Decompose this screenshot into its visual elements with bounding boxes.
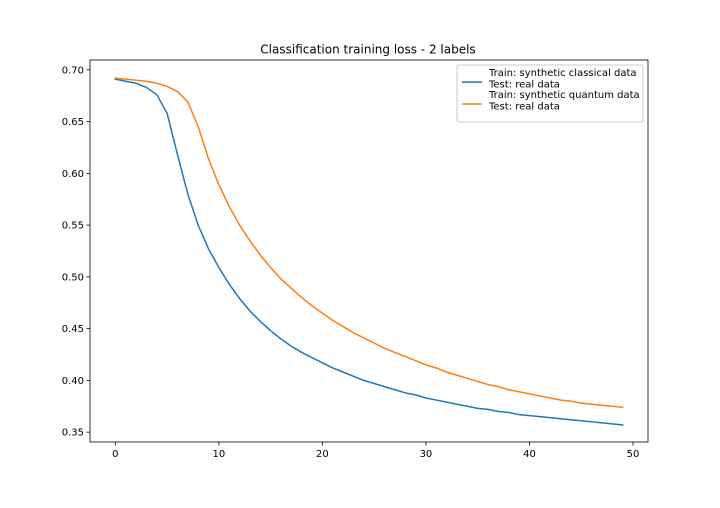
x-tick-label: 20 — [316, 449, 329, 460]
x-tick-label: 30 — [420, 449, 433, 460]
axes: 0 10 20 30 40 50 0.35 0.40 0.45 0.50 0.55 0.60 0.65 0… — [62, 59, 649, 460]
y-tick-label: 0.60 — [62, 169, 84, 180]
legend-label-2: Train: synthetic quantum data — [488, 90, 640, 101]
y-tick-label: 0.35 — [62, 428, 84, 439]
y-tick-label: 0.50 — [62, 272, 84, 283]
y-tick-label: 0.70 — [62, 65, 84, 76]
series-line-2 — [114, 77, 624, 409]
plot-area — [114, 77, 624, 426]
y-tick-label: 0.65 — [62, 117, 84, 128]
x-tick-label: 50 — [627, 449, 640, 460]
x-tick-label: 10 — [213, 449, 226, 460]
y-tick-label: 0.40 — [62, 376, 84, 387]
x-tick-label: 40 — [523, 449, 536, 460]
legend-label-1: Test: real data — [488, 80, 560, 91]
axes-frame — [89, 59, 649, 443]
x-tick-label: 0 — [112, 449, 118, 460]
legend-label-2: Test: real data — [488, 102, 560, 113]
legend-label-1: Train: synthetic classical data — [488, 68, 637, 79]
legend-frame — [456, 64, 644, 123]
chart-title: Classification training loss - 2 labels — [260, 43, 475, 57]
series-line-1 — [114, 78, 624, 426]
y-tick-label: 0.55 — [62, 221, 84, 232]
y-tick-label: 0.45 — [62, 324, 84, 335]
